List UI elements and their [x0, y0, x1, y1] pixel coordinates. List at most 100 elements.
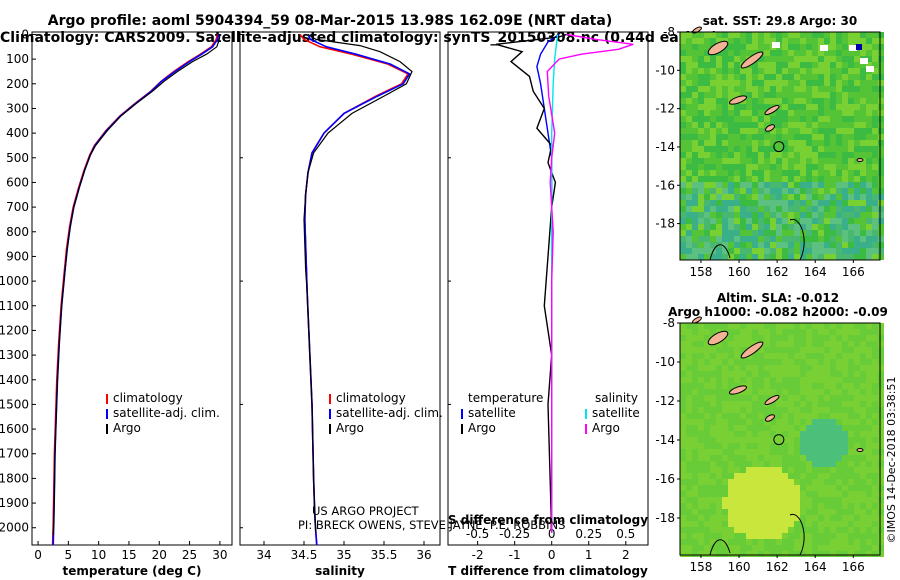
sla-map-cell	[740, 431, 746, 437]
missing-data-cell	[866, 66, 874, 72]
sst-map-cell	[872, 248, 878, 254]
sla-map-cell	[824, 437, 830, 443]
sst-map-cell	[740, 164, 746, 170]
sst-map-cell	[824, 182, 830, 188]
sla-map-cell	[698, 521, 704, 527]
sla-map-cell	[854, 461, 860, 467]
sla-map-cell	[788, 359, 794, 365]
sla-map-cell	[680, 365, 686, 371]
sla-map-cell	[776, 431, 782, 437]
sla-map-cell	[860, 419, 866, 425]
sla-map-cell	[842, 413, 848, 419]
sla-map-cell	[716, 353, 722, 359]
sla-map-cell	[830, 335, 836, 341]
sla-map-cell	[800, 485, 806, 491]
sst-map-cell	[722, 230, 728, 236]
sla-map-cell	[764, 521, 770, 527]
sst-map-cell	[836, 104, 842, 110]
sla-map-cell	[734, 479, 740, 485]
sla-map-cell	[710, 545, 716, 551]
sla-map-cell	[830, 539, 836, 545]
sla-map-cell	[818, 527, 824, 533]
sst-map-cell	[746, 164, 752, 170]
sla-map-cell	[728, 401, 734, 407]
sla-map-cell	[734, 527, 740, 533]
sla-map-cell	[836, 461, 842, 467]
sst-map-cell	[698, 62, 704, 68]
sla-map-cell	[806, 509, 812, 515]
sla-map-cell	[734, 497, 740, 503]
temperature-panel-frame	[31, 31, 233, 546]
sst-map-cell	[860, 98, 866, 104]
sst-map-cell	[824, 92, 830, 98]
sla-map-cell	[860, 431, 866, 437]
sla-map-cell	[752, 413, 758, 419]
sst-map-cell	[812, 56, 818, 62]
sst-map-cell	[740, 218, 746, 224]
sla-map-cell	[710, 509, 716, 515]
sla-map-cell	[782, 527, 788, 533]
sst-map-cell	[752, 110, 758, 116]
sst-map-cell	[836, 32, 842, 38]
sst-map-cell	[794, 86, 800, 92]
sla-map-cell	[830, 473, 836, 479]
sst-map-cell	[698, 146, 704, 152]
sst-map-cell	[836, 92, 842, 98]
sla-map-cell	[704, 347, 710, 353]
sst-map-cell	[746, 140, 752, 146]
sst-map-cell	[800, 194, 806, 200]
sst-map-cell	[836, 242, 842, 248]
sst-map-cell	[680, 206, 686, 212]
sst-map-cell	[758, 104, 764, 110]
sst-map-cell	[854, 74, 860, 80]
sla-map-cell	[782, 545, 788, 551]
sla-map-cell	[854, 443, 860, 449]
y-tick-label: 200	[6, 77, 29, 91]
sst-map-cell	[860, 212, 866, 218]
sst-map-cell	[800, 152, 806, 158]
sla-map-cell	[872, 383, 878, 389]
sst-map-cell	[800, 158, 806, 164]
sla-map-cell	[716, 413, 722, 419]
sla-map-cell	[704, 503, 710, 509]
sst-map-cell	[806, 248, 812, 254]
sla-map-cell	[692, 425, 698, 431]
sst-map-cell	[848, 68, 854, 74]
sla-map-cell	[794, 425, 800, 431]
sst-map-cell	[824, 248, 830, 254]
sst-map-cell	[824, 146, 830, 152]
sst-map-cell	[800, 254, 806, 260]
sst-map-cell	[866, 128, 872, 134]
sst-map-cell	[806, 32, 812, 38]
sla-map-cell	[758, 329, 764, 335]
sst-map-cell	[860, 68, 866, 74]
x-tick-label: 34	[256, 548, 271, 562]
sla-map-cell	[854, 551, 860, 557]
sst-map-cell	[680, 122, 686, 128]
sla-map-cell	[836, 551, 842, 557]
sst-map-cell	[710, 68, 716, 74]
sst-map-cell	[764, 104, 770, 110]
sla-map-cell	[716, 527, 722, 533]
sst-map-cell	[680, 212, 686, 218]
sla-map-cell	[830, 389, 836, 395]
sst-map-cell	[692, 86, 698, 92]
sla-map-cell	[860, 341, 866, 347]
sst-map-cell	[686, 230, 692, 236]
sst-map-cell	[848, 224, 854, 230]
sst-map-cell	[866, 230, 872, 236]
sst-map-cell	[710, 224, 716, 230]
sst-map-cell	[830, 62, 836, 68]
sst-map-cell	[848, 56, 854, 62]
sst-map-cell	[752, 248, 758, 254]
sst-map-cell	[800, 182, 806, 188]
sst-map-cell	[830, 254, 836, 260]
sla-map-cell	[728, 551, 734, 557]
sla-map-cell	[812, 353, 818, 359]
sst-map-cell	[824, 128, 830, 134]
sla-map-cell	[776, 383, 782, 389]
sla-map-cell	[812, 551, 818, 557]
sla-map-cell	[704, 365, 710, 371]
sla-map-cell	[788, 491, 794, 497]
sst-map-cell	[818, 62, 824, 68]
